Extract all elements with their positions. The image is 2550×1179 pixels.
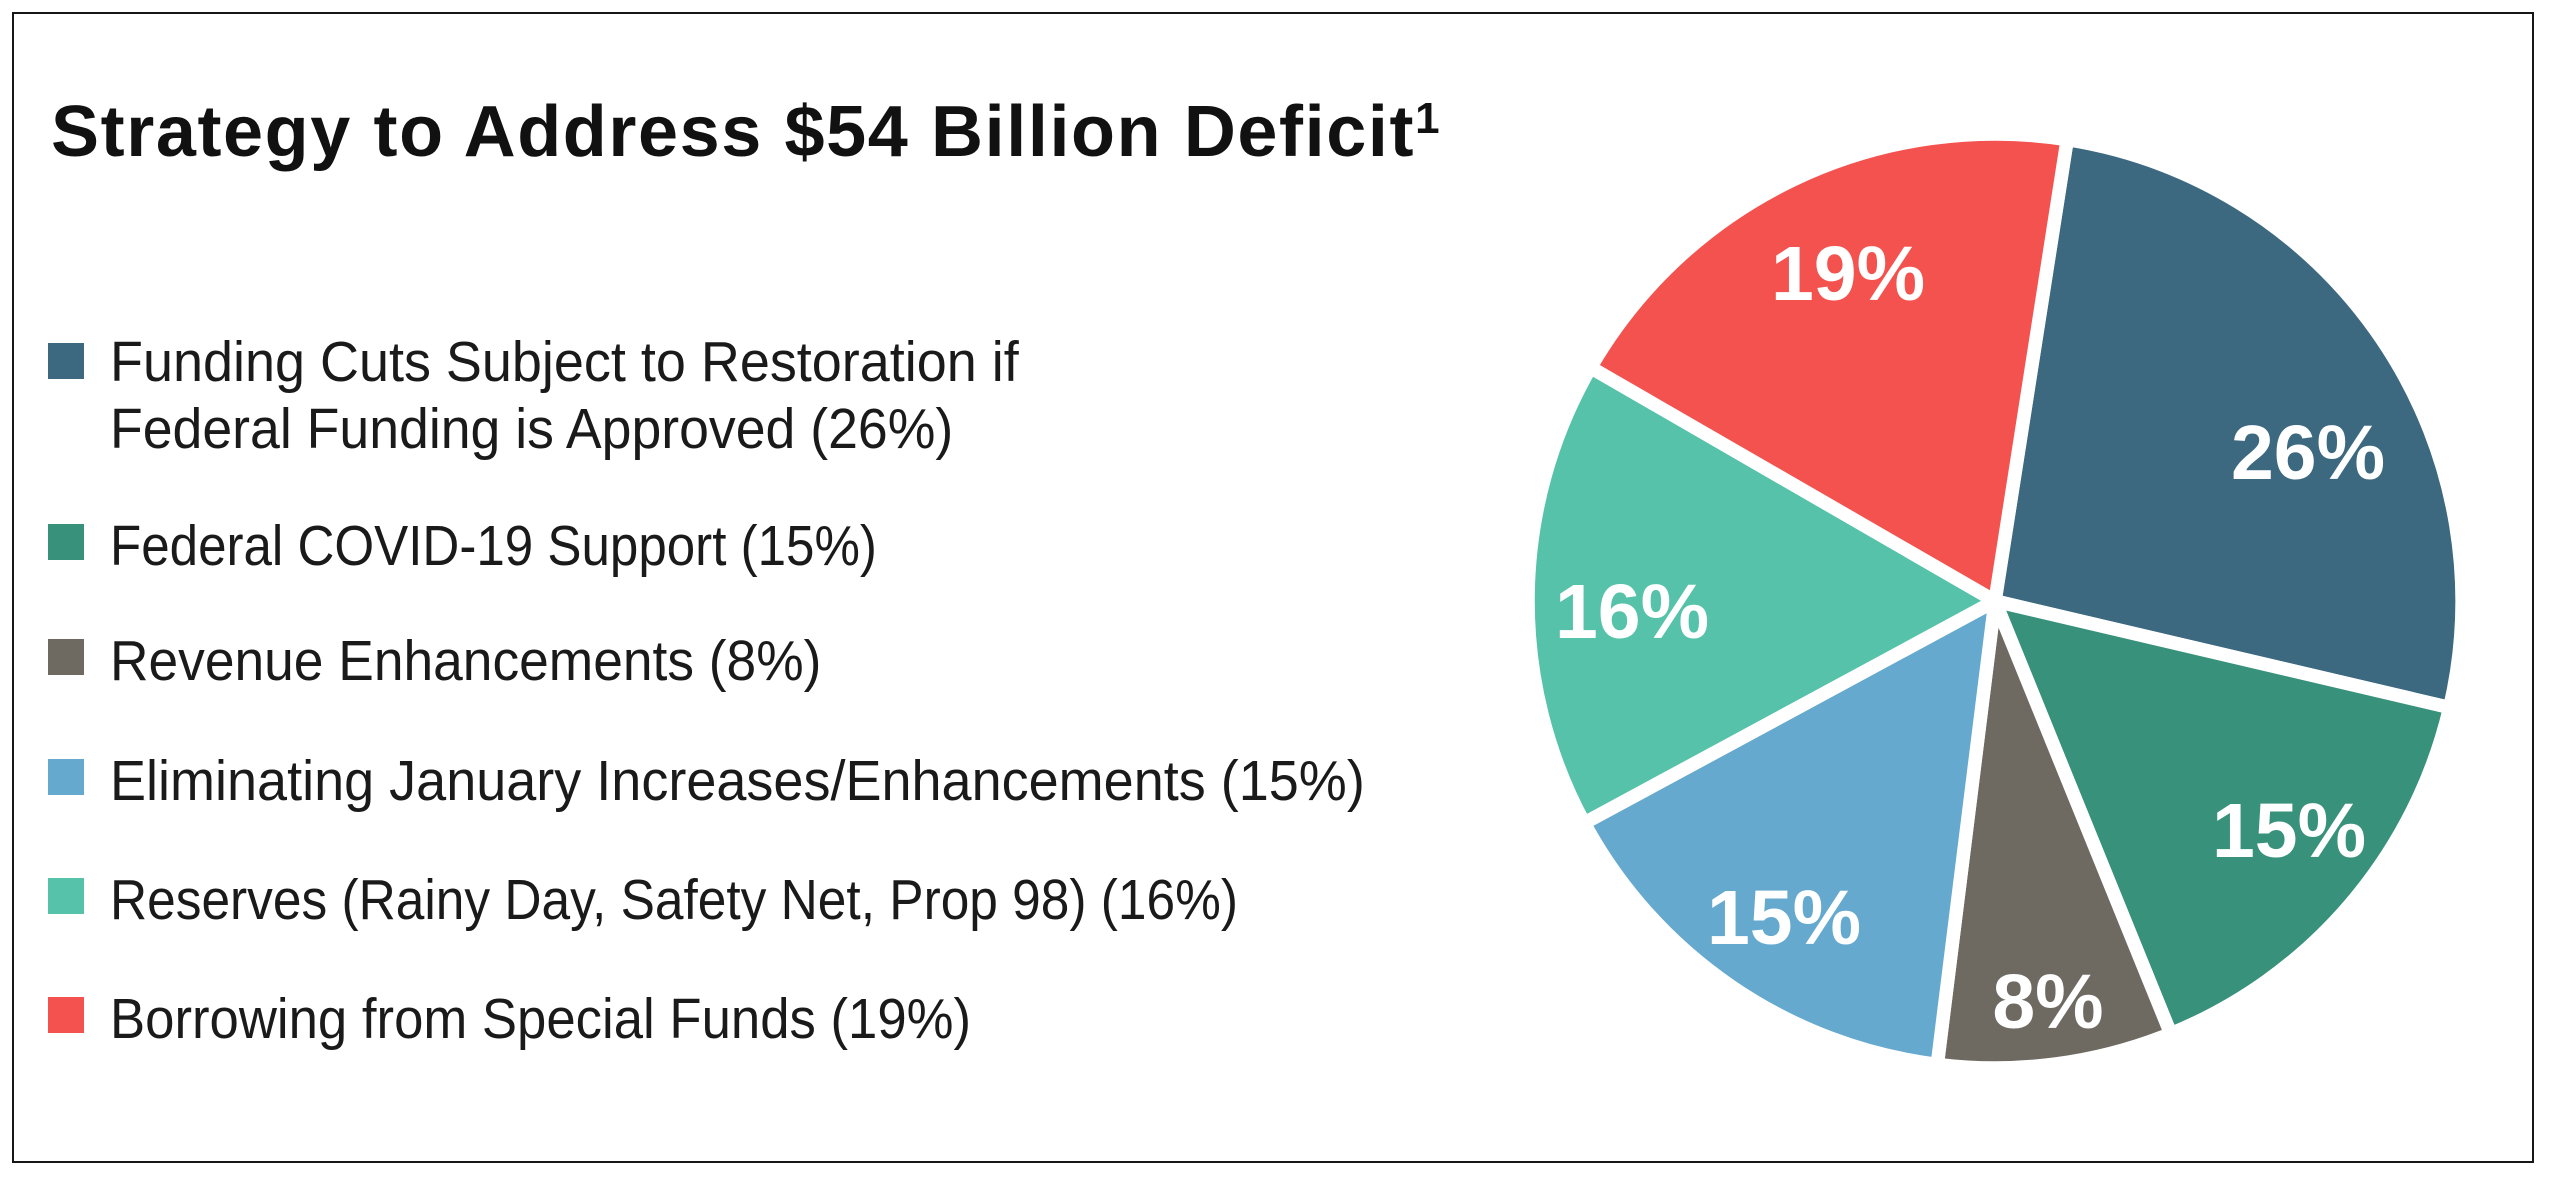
svg-text:16%: 16% bbox=[1555, 569, 1709, 655]
svg-text:15%: 15% bbox=[1707, 875, 1861, 961]
svg-text:26%: 26% bbox=[2231, 410, 2385, 496]
svg-text:8%: 8% bbox=[1992, 959, 2103, 1045]
svg-text:15%: 15% bbox=[2212, 788, 2366, 874]
svg-text:19%: 19% bbox=[1771, 231, 1925, 317]
